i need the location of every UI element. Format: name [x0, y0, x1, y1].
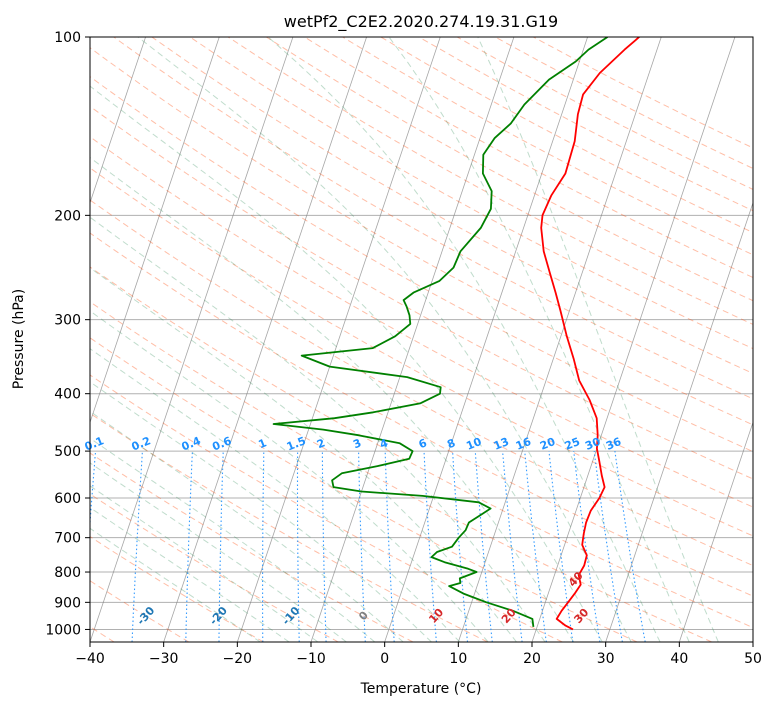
isotherm-line — [90, 37, 220, 424]
temperature-profile-line — [540, 37, 640, 631]
mixing-ratio-line — [524, 451, 547, 642]
x-tick-label: −20 — [223, 651, 253, 667]
dry-adiabat-line — [90, 412, 488, 642]
chart-title: wetPf2_C2E2.2020.274.19.31.G19 — [284, 12, 558, 32]
moist-adiabat-line — [90, 437, 376, 642]
y-tick-label: 300 — [54, 313, 81, 329]
y-tick-label: 1000 — [45, 622, 81, 638]
y-tick-label: 600 — [54, 491, 81, 507]
isotherm-line — [163, 37, 367, 642]
dry-adiabat-line — [90, 337, 638, 642]
mixing-ratio-line — [474, 451, 493, 642]
isotherm-line — [678, 421, 753, 642]
y-tick-label: 500 — [54, 444, 81, 460]
x-axis-title: Temperature (°C) — [360, 681, 482, 697]
y-tick-label: 700 — [54, 531, 81, 547]
moist-adiabat-line — [267, 37, 661, 642]
mixing-ratio-line — [502, 451, 523, 642]
x-tick-label: −40 — [75, 651, 105, 667]
x-tick-label: 0 — [380, 651, 389, 667]
moist-adiabat-line — [137, 37, 632, 642]
isotherm-line — [605, 201, 753, 642]
moist-adiabat-line — [90, 485, 319, 642]
dry-adiabat-line — [90, 536, 264, 642]
isotherm-line — [90, 37, 294, 642]
x-tick-label: 30 — [597, 651, 615, 667]
dry-adiabat-line — [90, 167, 753, 537]
moist-adiabat-line — [90, 381, 432, 642]
dry-adiabat-line — [227, 37, 753, 325]
mixing-ratio-label: 30 — [583, 435, 602, 453]
mixing-ratio-label: 36 — [604, 435, 623, 453]
moist-adiabat-line — [90, 85, 603, 642]
moist-adiabat-line — [90, 348, 461, 642]
dry-adiabat-line — [90, 232, 753, 597]
y-tick-label: 100 — [54, 30, 81, 46]
isotherm-line — [384, 37, 588, 642]
mixing-ratio-label: 10 — [464, 435, 483, 453]
mixing-ratio-label: 3 — [351, 436, 363, 451]
moist-adiabat-line — [388, 37, 690, 642]
dry-adiabat-line — [90, 47, 753, 426]
moist-adiabat-line — [90, 156, 575, 642]
dry-adiabat-line — [189, 37, 753, 350]
y-tick-label: 400 — [54, 387, 81, 403]
plot-frame — [89, 36, 754, 643]
x-tick-label: −10 — [296, 651, 326, 667]
isotherm-line — [457, 37, 662, 642]
mixing-ratio-line — [593, 451, 623, 642]
y-tick-label: 200 — [54, 208, 81, 224]
background-lines — [90, 37, 753, 642]
mixing-ratio-label: 8 — [445, 436, 457, 451]
mixing-ratio-label: 13 — [492, 435, 511, 453]
isotherm-line — [310, 37, 515, 642]
axes: −40 −30 −20 −10 0 10 20 30 40 50 100 200 300 400 500 60… — [45, 30, 762, 667]
y-axis-title: Pressure (hPa) — [11, 289, 27, 389]
x-tick-label: 20 — [523, 651, 541, 667]
x-tick-label: −30 — [149, 651, 179, 667]
dry-adiabat-line — [90, 266, 753, 629]
isotherm-line — [236, 37, 441, 642]
moist-adiabat-line — [90, 310, 489, 642]
moist-adiabat-line — [90, 462, 347, 642]
mixing-ratio-label: 25 — [563, 435, 582, 453]
dry-adiabat-line — [90, 76, 753, 453]
mixing-ratio-label: 1 — [257, 436, 269, 451]
moist-adiabat-line — [90, 267, 517, 642]
plot-area — [90, 37, 753, 642]
dry-adiabat-line — [90, 452, 414, 642]
data-profiles — [272, 37, 640, 631]
isotherm-line — [90, 37, 146, 204]
mixing-ratio-line — [452, 451, 469, 642]
moist-adiabat-line — [90, 527, 261, 642]
x-tick-label: 10 — [449, 651, 467, 667]
dry-adiabat-line — [90, 374, 563, 642]
isotherm-line — [531, 37, 736, 642]
dry-adiabat-line — [90, 301, 712, 642]
moist-adiabat-line — [477, 37, 719, 642]
moist-adiabat-line — [90, 410, 404, 642]
moist-adiabat-line — [90, 216, 546, 642]
dry-adiabat-line — [90, 136, 753, 508]
dewpoint-profile-line — [272, 37, 608, 628]
mixing-ratio-line — [548, 451, 574, 642]
x-tick-label: 40 — [670, 651, 688, 667]
moist-adiabat-line — [90, 506, 290, 642]
x-tick-label: 50 — [744, 651, 762, 667]
mixing-ratio-line — [573, 451, 601, 642]
dry-adiabat-line — [90, 580, 190, 642]
y-tick-label: 900 — [54, 595, 81, 611]
mixing-ratio-label: 16 — [514, 435, 533, 453]
dry-adiabat-line — [113, 37, 753, 400]
mixing-ratio-label: 2 — [315, 436, 327, 451]
mixing-ratio-label: 20 — [538, 435, 557, 453]
dry-adiabat-line — [90, 199, 753, 567]
y-tick-label: 800 — [54, 565, 81, 581]
